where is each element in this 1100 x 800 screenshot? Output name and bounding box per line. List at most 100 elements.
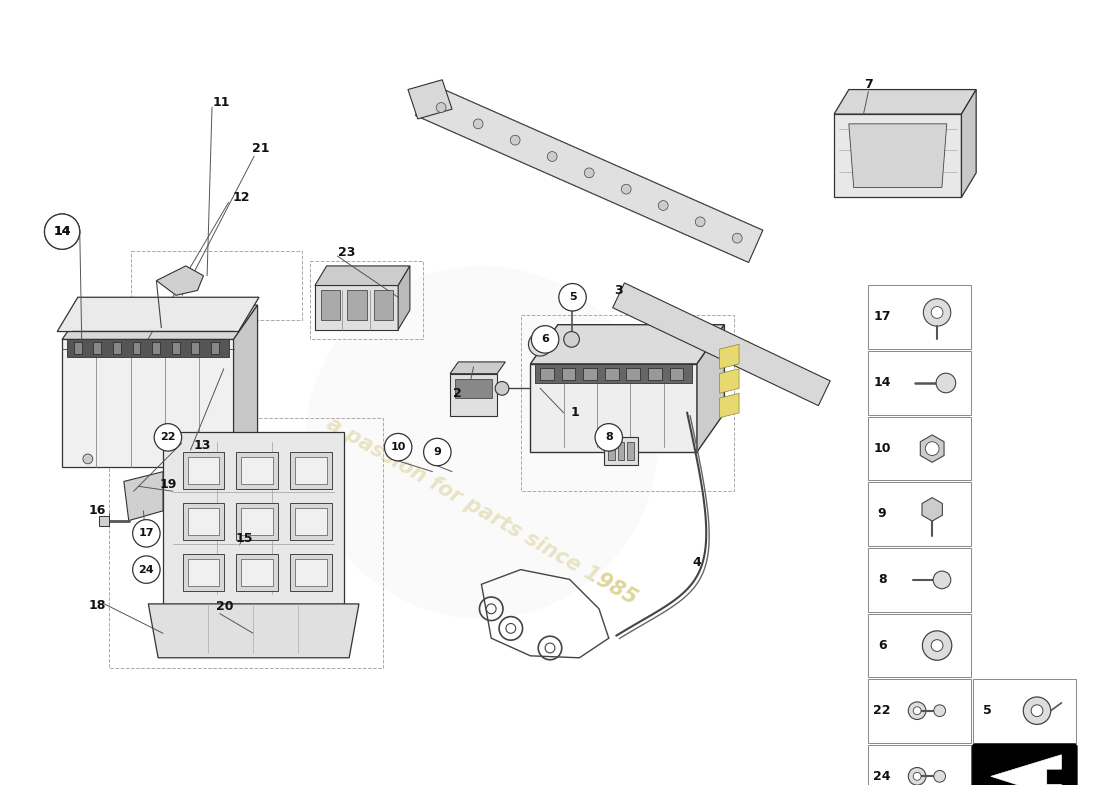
Bar [540,368,554,379]
Text: 2: 2 [452,386,461,400]
FancyBboxPatch shape [972,744,1077,800]
Bar [172,342,179,354]
Bar [295,508,327,535]
Bar [290,503,331,540]
Circle shape [133,520,161,547]
Bar [374,290,393,320]
Text: 14: 14 [54,225,70,238]
Bar [109,418,384,667]
Bar [290,452,331,490]
Text: 22: 22 [873,704,891,717]
Bar [627,442,635,460]
Bar [236,452,277,490]
Circle shape [936,373,956,393]
Text: 12: 12 [232,191,250,204]
Text: 9: 9 [433,447,441,457]
Bar [94,342,101,354]
Circle shape [424,438,451,466]
Bar [974,679,1076,743]
Bar [211,342,219,354]
Text: 17: 17 [873,310,891,323]
Text: 11: 11 [213,96,231,109]
Text: 7: 7 [864,78,872,91]
Text: 6: 6 [878,638,887,651]
Text: 6: 6 [541,334,549,344]
Circle shape [531,326,559,353]
Text: 19: 19 [160,478,177,491]
Polygon shape [62,305,257,339]
Bar [187,457,219,484]
Circle shape [909,767,926,785]
Bar [290,554,331,591]
Bar [321,290,340,320]
Polygon shape [991,754,1062,799]
Bar [562,368,575,379]
Circle shape [595,424,623,451]
Text: 18: 18 [89,599,106,612]
Polygon shape [156,266,204,295]
Polygon shape [416,83,763,262]
Circle shape [305,266,658,618]
Text: 1: 1 [570,406,579,419]
Polygon shape [233,305,257,466]
Polygon shape [961,90,976,198]
Text: 14: 14 [873,376,891,389]
Circle shape [1023,697,1050,725]
Bar [113,342,121,354]
Circle shape [548,152,557,162]
Bar [608,442,615,460]
Circle shape [913,773,921,780]
Text: 24: 24 [139,565,154,574]
Polygon shape [922,498,943,521]
Text: 17: 17 [139,528,154,538]
Bar [455,378,492,398]
Text: 10: 10 [873,442,891,454]
Circle shape [923,298,950,326]
Bar [131,251,302,320]
Circle shape [133,556,161,583]
Circle shape [695,217,705,226]
Circle shape [437,102,446,113]
Text: 22: 22 [161,432,176,442]
Circle shape [913,706,921,714]
Bar [868,679,971,743]
Circle shape [934,770,946,782]
Circle shape [495,382,509,395]
Bar [236,503,277,540]
Circle shape [932,640,943,651]
Circle shape [1031,705,1043,717]
Bar [183,554,223,591]
Polygon shape [315,266,410,286]
Bar [605,368,618,379]
Circle shape [733,234,742,243]
Text: 9: 9 [878,507,887,520]
Circle shape [621,184,631,194]
Polygon shape [450,374,497,416]
Polygon shape [450,362,505,374]
Circle shape [559,283,586,311]
Circle shape [528,333,552,356]
Circle shape [932,306,943,318]
Polygon shape [62,339,233,466]
Bar [183,503,223,540]
Bar [99,516,109,526]
Bar [187,508,219,535]
Bar [74,342,81,354]
Text: 8: 8 [605,432,613,442]
Text: 13: 13 [194,438,211,452]
Polygon shape [530,325,725,364]
Bar [868,548,971,612]
Text: 14: 14 [54,225,70,238]
Polygon shape [719,394,739,418]
Circle shape [934,705,946,717]
Text: 5: 5 [569,292,576,302]
Polygon shape [834,114,961,198]
Polygon shape [124,472,163,521]
Bar [187,559,219,586]
Circle shape [563,331,580,347]
Bar [152,342,161,354]
Polygon shape [398,266,410,330]
Polygon shape [613,283,830,406]
Text: 4: 4 [693,556,702,570]
Bar [133,342,141,354]
